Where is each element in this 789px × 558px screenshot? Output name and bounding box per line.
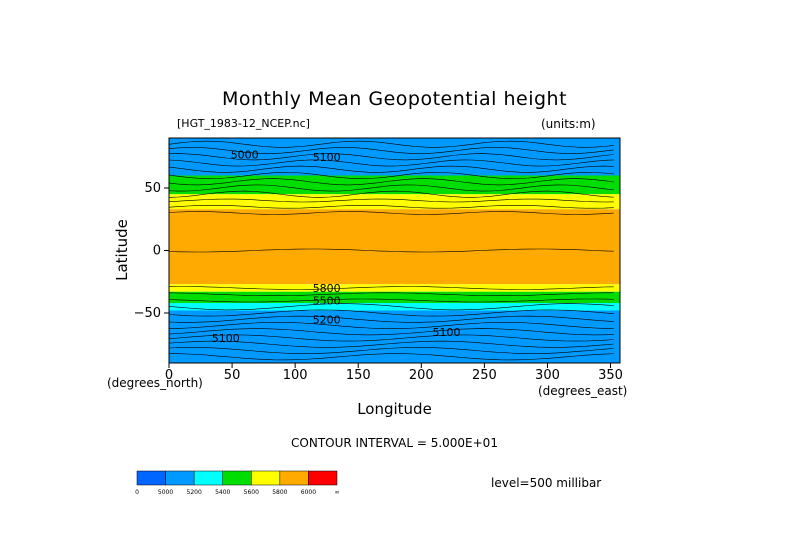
colorbar-swatch xyxy=(251,470,281,486)
y-tick-label: 0 xyxy=(153,244,161,259)
contour-line xyxy=(168,286,614,290)
contour-label: 5200 xyxy=(313,313,341,326)
dataset-label: [HGT_1983-12_NCEP.nc] xyxy=(177,117,310,130)
contour-line xyxy=(168,328,614,336)
x-tick-label: 300 xyxy=(535,368,560,383)
x-tick-label: 50 xyxy=(224,368,241,383)
colorbar-swatch xyxy=(136,470,166,486)
x-tick-label: 0 xyxy=(165,368,173,383)
units-label: (units:m) xyxy=(541,117,596,131)
contour-label: 5800 xyxy=(313,282,341,295)
band-2 xyxy=(169,194,620,210)
colorbar-label: 5600 xyxy=(244,489,259,496)
colorbar-label: 0 xyxy=(135,489,139,496)
contour-line xyxy=(168,140,614,148)
colorbar-label: 5800 xyxy=(272,489,287,496)
contour-line xyxy=(168,159,614,167)
contour-line xyxy=(168,309,614,317)
colorbar-swatch xyxy=(279,470,309,486)
contour-line xyxy=(168,298,614,303)
contour-label: 5500 xyxy=(313,295,341,308)
contour-line xyxy=(168,353,614,361)
contour-line xyxy=(168,347,614,354)
contour-line xyxy=(168,147,614,154)
x-axis-label: Longitude xyxy=(357,400,432,418)
x-tick-label: 150 xyxy=(346,368,371,383)
band-5 xyxy=(169,291,620,303)
contour-line xyxy=(168,198,614,203)
colorbar-label: 5200 xyxy=(187,489,202,496)
contour-line xyxy=(168,334,614,342)
x-unit-label: (degrees_east) xyxy=(538,384,628,398)
colorbar-label: 6000 xyxy=(301,489,316,496)
colorbar-swatch xyxy=(165,470,195,486)
contour-line xyxy=(168,303,614,311)
contour-line xyxy=(168,165,614,173)
x-tick-label: 200 xyxy=(409,368,434,383)
contour-line xyxy=(168,340,614,348)
contour-line xyxy=(168,190,614,198)
y-unit-label: (degrees_north) xyxy=(107,376,203,390)
contour-line xyxy=(168,184,614,192)
x-tick-label: 100 xyxy=(283,368,308,383)
colorbar-swatch xyxy=(193,470,223,486)
chart-title: Monthly Mean Geopotential height xyxy=(221,88,568,110)
contour-line xyxy=(168,172,614,179)
contour-line xyxy=(168,178,614,186)
contour-line xyxy=(168,315,614,323)
colorbar-label: ∞ xyxy=(335,489,340,496)
x-tick-label: 250 xyxy=(472,368,497,383)
colorbar-label: 5000 xyxy=(158,489,173,496)
band-3 xyxy=(169,209,620,285)
level-label: level=500 millibar xyxy=(491,476,602,490)
contour-line xyxy=(168,205,614,209)
colorbar-swatch xyxy=(308,470,338,486)
contour-line xyxy=(168,248,614,253)
contour-label: 5000 xyxy=(231,148,259,161)
colorbar-label: 5400 xyxy=(215,489,230,496)
y-tick-label: −50 xyxy=(134,306,161,321)
contour-label: 5100 xyxy=(212,332,240,345)
colorbar-swatch xyxy=(222,470,252,486)
y-tick-label: 50 xyxy=(144,181,161,196)
band-4 xyxy=(169,284,620,292)
band-6 xyxy=(169,303,620,311)
x-tick-label: 350 xyxy=(598,368,623,383)
contour-label: 5100 xyxy=(433,326,461,339)
contour-line xyxy=(168,322,614,329)
contour-interval-label: CONTOUR INTERVAL = 5.000E+01 xyxy=(291,436,498,450)
contour-label: 5100 xyxy=(313,151,341,164)
contour-line xyxy=(168,153,614,161)
contour-line xyxy=(168,292,614,296)
contour-line xyxy=(168,211,614,215)
